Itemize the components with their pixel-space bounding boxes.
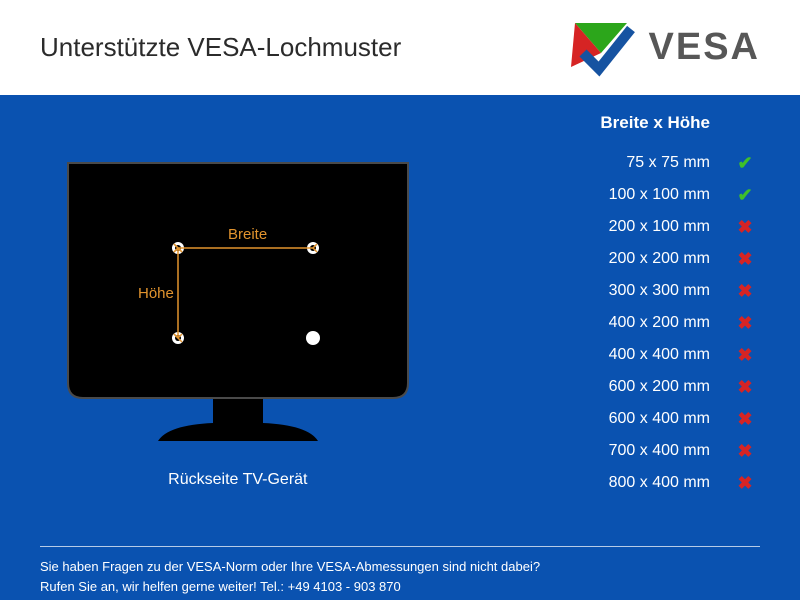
table-row: 100 x 100 mm✔ bbox=[456, 179, 760, 211]
pattern-label: 800 x 400 mm bbox=[580, 474, 730, 492]
page-title: Unterstützte VESA-Lochmuster bbox=[40, 32, 401, 63]
cross-icon: ✖ bbox=[730, 281, 760, 302]
table-row: 200 x 200 mm✖ bbox=[456, 243, 760, 275]
cross-icon: ✖ bbox=[730, 377, 760, 398]
width-label: Breite bbox=[228, 226, 267, 243]
mount-hole bbox=[306, 331, 320, 345]
table-row: 600 x 400 mm✖ bbox=[456, 403, 760, 435]
footer-line2: Rufen Sie an, wir helfen gerne weiter! T… bbox=[40, 577, 760, 597]
tv-diagram: Breite Höhe bbox=[48, 143, 428, 463]
table-row: 700 x 400 mm✖ bbox=[456, 435, 760, 467]
cross-icon: ✖ bbox=[730, 441, 760, 462]
footer: Sie haben Fragen zu der VESA-Norm oder I… bbox=[40, 540, 760, 596]
vesa-logo: VESA bbox=[565, 17, 760, 79]
footer-line1: Sie haben Fragen zu der VESA-Norm oder I… bbox=[40, 557, 760, 577]
table-header: Breite x Höhe bbox=[456, 113, 760, 133]
table-row: 75 x 75 mm✔ bbox=[456, 147, 760, 179]
cross-icon: ✖ bbox=[730, 217, 760, 238]
table-row: 200 x 100 mm✖ bbox=[456, 211, 760, 243]
pattern-label: 400 x 400 mm bbox=[580, 346, 730, 364]
table-row: 800 x 400 mm✖ bbox=[456, 467, 760, 499]
height-label: Höhe bbox=[138, 285, 174, 302]
table-row: 400 x 400 mm✖ bbox=[456, 339, 760, 371]
check-icon: ✔ bbox=[730, 185, 760, 206]
patterns-table: Breite x Höhe 75 x 75 mm✔100 x 100 mm✔20… bbox=[436, 113, 760, 584]
header: Unterstützte VESA-Lochmuster VESA bbox=[0, 0, 800, 95]
pattern-label: 100 x 100 mm bbox=[580, 186, 730, 204]
main-panel: Breite Höhe Rückseite TV-Gerät Breite x … bbox=[0, 95, 800, 600]
pattern-label: 200 x 100 mm bbox=[580, 218, 730, 236]
pattern-label: 400 x 200 mm bbox=[580, 314, 730, 332]
pattern-label: 200 x 200 mm bbox=[580, 250, 730, 268]
table-row: 300 x 300 mm✖ bbox=[456, 275, 760, 307]
tv-diagram-area: Breite Höhe Rückseite TV-Gerät bbox=[40, 113, 436, 584]
pattern-label: 600 x 400 mm bbox=[580, 410, 730, 428]
vesa-check-icon bbox=[565, 17, 637, 79]
pattern-label: 300 x 300 mm bbox=[580, 282, 730, 300]
pattern-label: 700 x 400 mm bbox=[580, 442, 730, 460]
table-row: 400 x 200 mm✖ bbox=[456, 307, 760, 339]
tv-body bbox=[68, 163, 408, 441]
cross-icon: ✖ bbox=[730, 409, 760, 430]
divider bbox=[40, 546, 760, 547]
check-icon: ✔ bbox=[730, 153, 760, 174]
cross-icon: ✖ bbox=[730, 473, 760, 494]
pattern-label: 75 x 75 mm bbox=[580, 154, 730, 172]
cross-icon: ✖ bbox=[730, 345, 760, 366]
table-row: 600 x 200 mm✖ bbox=[456, 371, 760, 403]
cross-icon: ✖ bbox=[730, 249, 760, 270]
cross-icon: ✖ bbox=[730, 313, 760, 334]
tv-caption: Rückseite TV-Gerät bbox=[168, 471, 307, 489]
pattern-label: 600 x 200 mm bbox=[580, 378, 730, 396]
vesa-logo-text: VESA bbox=[649, 26, 760, 69]
